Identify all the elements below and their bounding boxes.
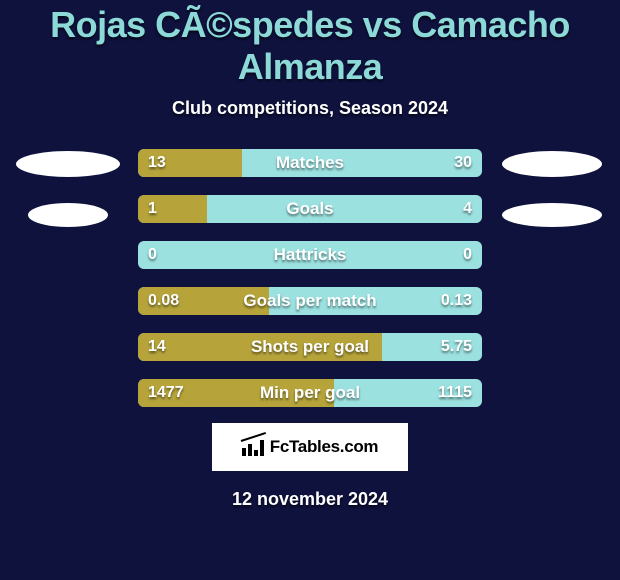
- page-subtitle: Club competitions, Season 2024: [172, 98, 448, 119]
- stat-bars: 1330Matches 14Goals 00Hattricks 0.080.13Goa…: [138, 149, 482, 407]
- main-row: 1330Matches 14Goals 00Hattricks 0.080.13Goa…: [0, 149, 620, 407]
- left-player-side: [16, 149, 120, 227]
- right-player-side: [500, 149, 604, 227]
- player-marker: [16, 151, 120, 177]
- stat-bar: 1330Matches: [138, 149, 482, 177]
- stat-bar: 0.080.13Goals per match: [138, 287, 482, 315]
- source-logo: FcTables.com: [212, 423, 408, 471]
- stat-label: Min per goal: [138, 379, 482, 407]
- stat-bar: 14771115Min per goal: [138, 379, 482, 407]
- logo-text: FcTables.com: [270, 437, 379, 457]
- player-marker: [502, 203, 602, 227]
- stat-label: Shots per goal: [138, 333, 482, 361]
- stat-bar: 14Goals: [138, 195, 482, 223]
- chart-icon: [242, 438, 264, 456]
- stat-label: Matches: [138, 149, 482, 177]
- content-wrapper: Rojas CÃ©spedes vs Camacho Almanza Club …: [0, 0, 620, 580]
- date-label: 12 november 2024: [232, 489, 388, 510]
- stat-label: Hattricks: [138, 241, 482, 269]
- stat-label: Goals: [138, 195, 482, 223]
- stat-bar: 00Hattricks: [138, 241, 482, 269]
- stat-label: Goals per match: [138, 287, 482, 315]
- page-title: Rojas CÃ©spedes vs Camacho Almanza: [0, 4, 620, 88]
- player-marker: [28, 203, 108, 227]
- player-marker: [502, 151, 602, 177]
- stat-bar: 145.75Shots per goal: [138, 333, 482, 361]
